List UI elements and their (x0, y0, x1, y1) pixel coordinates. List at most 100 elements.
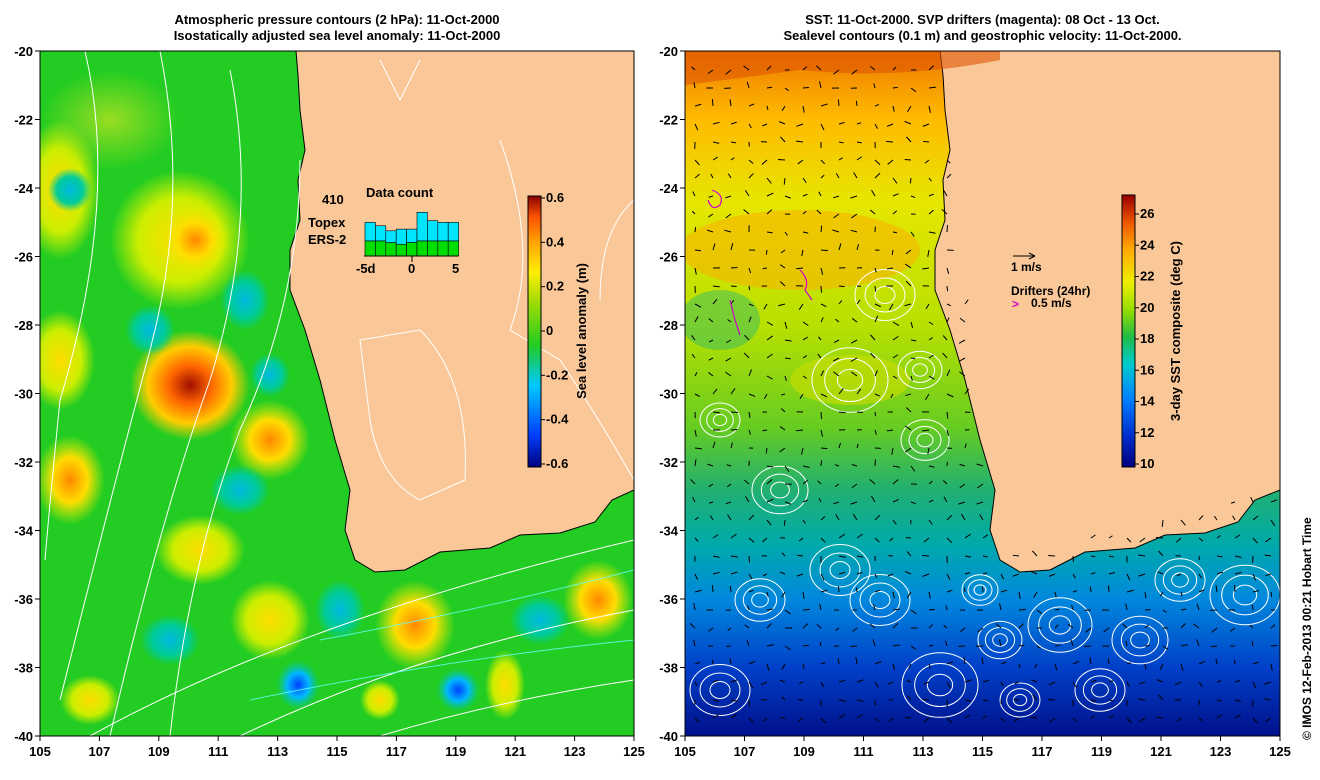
sla-colorbar-tick-label: 0 (546, 323, 553, 338)
topex-count-bar (364, 222, 376, 242)
longitude-tick-label: 109 (793, 744, 815, 759)
longitude-tick-label: 115 (327, 744, 348, 759)
longitude-tick-label: 111 (853, 744, 873, 759)
longitude-tick-label: 105 (674, 744, 696, 759)
latitude-tick-label: -28 (14, 318, 33, 333)
ers2-count-bar (406, 242, 418, 257)
sst-colorbar-tick-label: 26 (1140, 206, 1154, 221)
sla-colorbar-ramp (527, 195, 542, 468)
longitude-tick-label: 117 (1032, 744, 1053, 759)
latitude-tick-label: -40 (659, 729, 678, 744)
sst-colorbar-ramp (1121, 194, 1136, 468)
right-title-line2: Sealevel contours (0.1 m) and geostrophi… (783, 28, 1182, 43)
longitude-tick-label: 125 (623, 744, 645, 759)
latitude-tick-label: -20 (14, 44, 33, 59)
sla-colorbar-tick-label: 0.6 (546, 190, 564, 205)
latitude-tick-label: -36 (14, 592, 33, 607)
right-title-line1: SST: 11-Oct-2000. SVP drifters (magenta)… (805, 12, 1160, 27)
sla-anomaly-blobs (40, 70, 633, 725)
credit-text: © IMOS 12-Feb-2013 00:21 Hobart Time (1300, 517, 1314, 740)
latitude-tick-label: -40 (14, 729, 33, 744)
sst-colorbar-tick-label: 24 (1140, 237, 1155, 252)
topex-count-bar (406, 228, 418, 243)
longitude-tick-label: 123 (1210, 744, 1232, 759)
longitude-tick-label: 105 (29, 744, 51, 759)
latitude-tick-label: -38 (659, 661, 678, 676)
sla-colorbar-label: Sea level anomaly (m) (574, 263, 589, 399)
longitude-tick-label: 107 (89, 744, 111, 759)
longitude-tick-label: 119 (1091, 744, 1112, 759)
longitude-tick-label: 121 (1150, 744, 1172, 759)
longitude-tick-label: 119 (445, 744, 466, 759)
left-map (40, 51, 634, 736)
left-title-line1: Atmospheric pressure contours (2 hPa): 1… (174, 12, 500, 27)
legend-ers2: ERS-2 (308, 232, 346, 247)
latitude-tick-label: -34 (659, 524, 679, 539)
topex-count-bar (427, 220, 439, 242)
longitude-tick-label: 121 (504, 744, 526, 759)
right-map (685, 51, 1280, 736)
sst-colorbar-tick-label: 10 (1140, 456, 1154, 471)
longitude-tick-label: 125 (1269, 744, 1291, 759)
data-count-tick-end: 5 (452, 261, 459, 276)
ers2-count-bar (437, 240, 449, 257)
sla-colorbar-tick-label: -0.6 (546, 456, 568, 471)
latitude-tick-label: -32 (659, 455, 678, 470)
sealevel-contours (689, 269, 1280, 718)
sla-colorbar-tick-label: -0.4 (546, 412, 569, 427)
ers2-count-bar (375, 240, 387, 257)
longitude-tick-label: 113 (913, 744, 934, 759)
longitude-tick-label: 111 (208, 744, 228, 759)
latitude-tick-label: -30 (659, 387, 678, 402)
topex-count-bar (447, 222, 459, 242)
geostrophic-velocity-vectors (689, 65, 1278, 724)
latitude-tick-label: -24 (14, 181, 34, 196)
data-count-title: Data count (366, 185, 434, 200)
data-count-tick-mid: 0 (408, 261, 415, 276)
drifter-symbol-icon: > (1012, 297, 1019, 311)
velocity-scale-label: 1 m/s (1011, 260, 1042, 274)
topex-count-bar (385, 230, 397, 243)
pressure-contours (44, 51, 634, 736)
latitude-tick-label: -22 (659, 113, 678, 128)
ers2-count-bar (385, 242, 397, 257)
topex-count-bar (437, 222, 449, 242)
sst-colorbar-tick-label: 22 (1140, 269, 1154, 284)
topex-count-bar (395, 228, 407, 245)
ers2-count-bar (364, 240, 376, 257)
sst-colorbar-label: 3-day SST composite (deg C) (1168, 241, 1183, 421)
latitude-tick-label: -26 (14, 250, 33, 265)
latitude-tick-label: -22 (14, 113, 33, 128)
sst-colorbar-tick-label: 14 (1140, 394, 1155, 409)
latitude-tick-label: -30 (14, 387, 33, 402)
longitude-tick-label: 109 (148, 744, 170, 759)
data-count-tick-start: -5d (356, 261, 376, 276)
data-count-inset: Data count 410 Topex ERS-2 -5d 0 5 (308, 185, 459, 276)
ers2-count-bar (447, 240, 459, 257)
velocity-legend: 1 m/s Drifters (24hr) > 0.5 m/s (1011, 252, 1090, 311)
drifter-tracks (707, 189, 813, 336)
drifters-speed-label: 0.5 m/s (1031, 296, 1072, 310)
right-map-title: SST: 11-Oct-2000. SVP drifters (magenta)… (685, 12, 1280, 44)
sla-colorbar-tick-label: 0.4 (546, 234, 565, 249)
ers2-count-bar (427, 240, 439, 257)
sla-colorbar: 0.6 0.4 0.2 0 -0.2 -0.4 -0.6 Sea level anomaly… (527, 190, 589, 471)
longitude-tick-label: 123 (564, 744, 586, 759)
latitude-tick-label: -32 (14, 455, 33, 470)
latitude-tick-label: -20 (659, 44, 678, 59)
latitude-tick-label: -26 (659, 250, 678, 265)
sla-colorbar-tick-label: -0.2 (546, 367, 568, 382)
topex-count-bar (416, 212, 428, 242)
ers2-count-bar (416, 240, 428, 257)
latitude-tick-label: -38 (14, 661, 33, 676)
left-map-title: Atmospheric pressure contours (2 hPa): 1… (40, 12, 634, 44)
pressure-contours-cyan (249, 569, 634, 701)
australia-land-left (289, 51, 634, 573)
latitude-tick-label: -34 (14, 524, 34, 539)
legend-topex: Topex (308, 215, 346, 230)
longitude-tick-label: 115 (972, 744, 993, 759)
latitude-tick-label: -36 (659, 592, 678, 607)
sst-colorbar-tick-label: 12 (1140, 425, 1154, 440)
ers2-count-bar (395, 243, 407, 257)
latitude-tick-label: -28 (659, 318, 678, 333)
